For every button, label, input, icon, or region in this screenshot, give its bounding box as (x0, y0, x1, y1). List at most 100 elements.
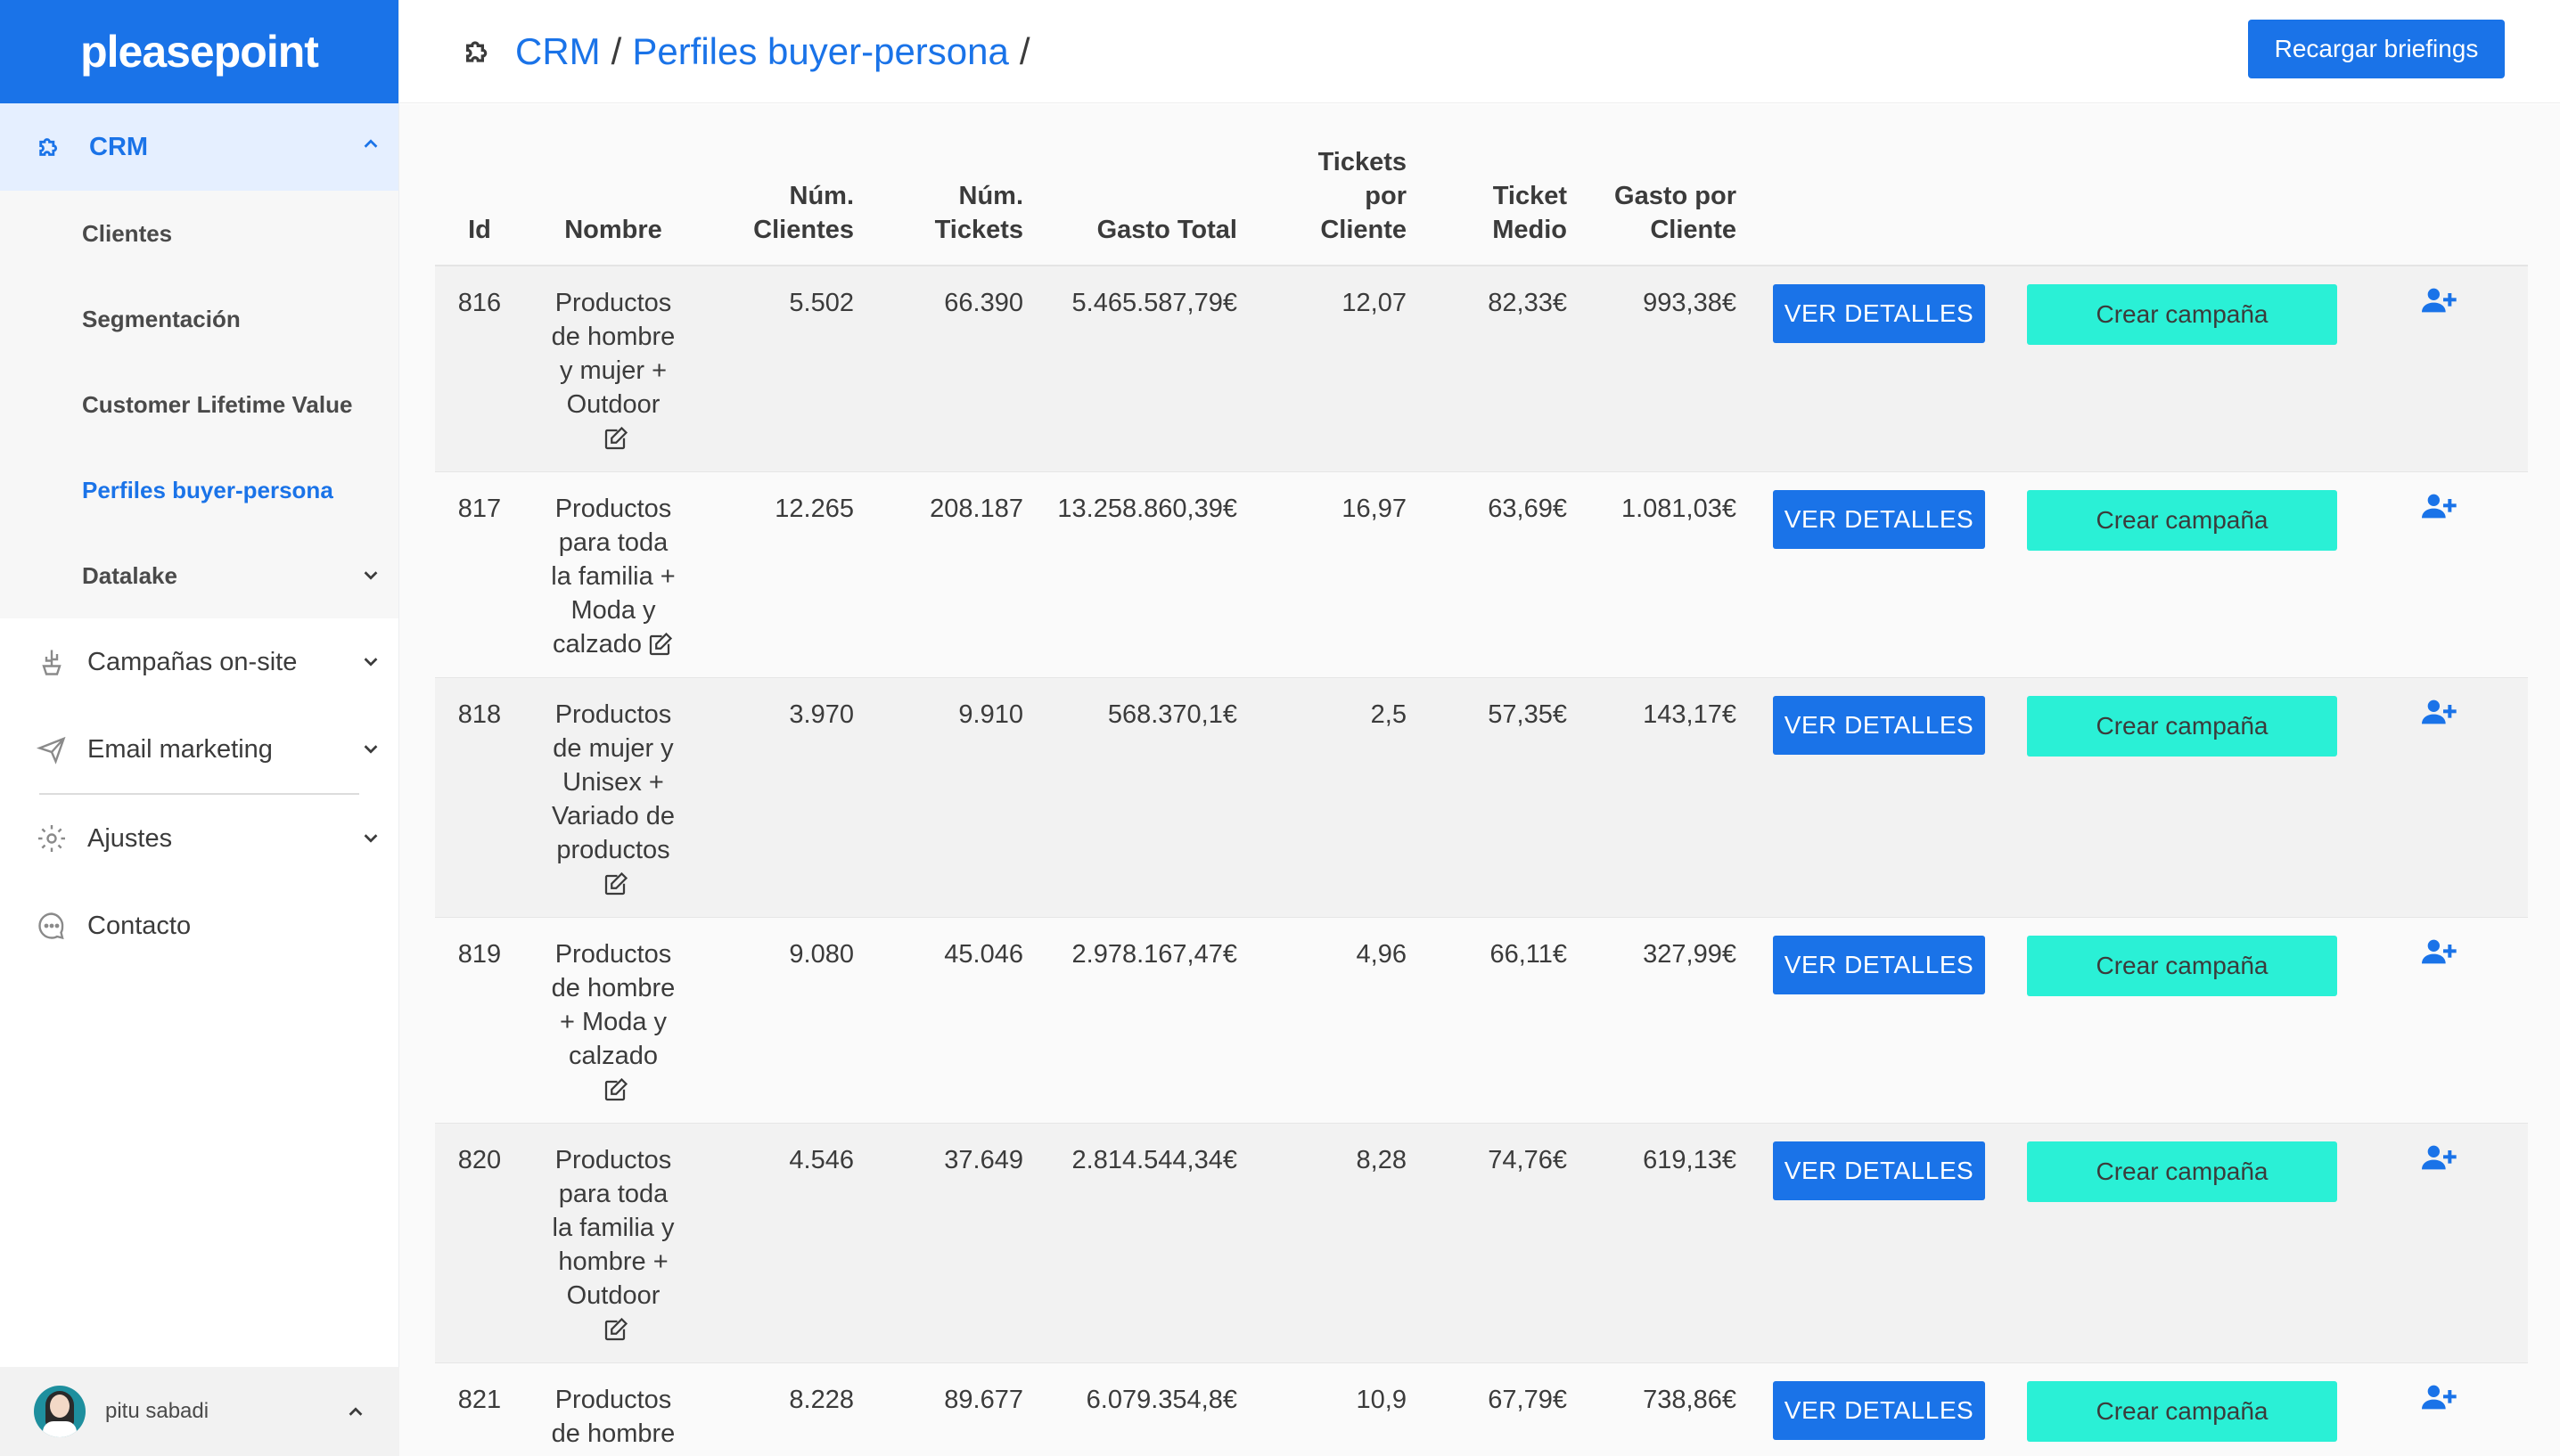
column-header-nombre[interactable]: Nombre (533, 136, 702, 266)
name-line: la familia + (551, 562, 676, 591)
cell-campaign: Crear campaña (2013, 1362, 2360, 1456)
cell-nombre: Productos de hombre y mujer + Outdoor (533, 266, 702, 472)
sidebar-subitem-clv[interactable]: Customer Lifetime Value (0, 362, 398, 447)
cell-gasto-total: 2.978.167,47€ (1041, 917, 1255, 1124)
column-header-id[interactable]: Id (435, 136, 533, 266)
buyer-persona-table: Id Nombre Núm. Clientes Núm. Tickets Gasto… (435, 136, 2528, 1456)
column-header-gasto-total[interactable]: Gasto Total (1041, 136, 1255, 266)
ver-detalles-button[interactable]: VER DETALLES (1773, 284, 1985, 343)
column-header-details (1754, 136, 2013, 266)
column-header-num-tickets[interactable]: Núm. Tickets (872, 136, 1041, 266)
column-header-num-clientes[interactable]: Núm. Clientes (702, 136, 872, 266)
name-line: Moda y (570, 596, 656, 625)
crear-campana-button[interactable]: Crear campaña (2027, 936, 2337, 996)
crear-campana-button[interactable]: Crear campaña (2027, 490, 2337, 551)
ver-detalles-button[interactable]: VER DETALLES (1773, 936, 1985, 994)
table-row: 819 Productos de hombre + Moda y calzado 9.08… (435, 917, 2528, 1124)
chevron-up-icon (361, 132, 381, 161)
sidebar-subitem-label: Segmentación (82, 305, 241, 332)
edit-icon[interactable] (601, 871, 629, 898)
cell-num-clientes: 9.080 (702, 917, 872, 1124)
name-line: + Moda y (559, 1008, 668, 1036)
edit-icon[interactable] (601, 426, 629, 453)
sidebar-item-label: Email marketing (87, 734, 273, 764)
cell-gasto-por-cliente: 1.081,03€ (1585, 471, 1754, 678)
cell-tickets-por-cliente: 2,5 (1255, 677, 1424, 918)
sidebar-item-email[interactable]: Email marketing (0, 706, 398, 793)
sidebar-subitem-label: Perfiles buyer-persona (82, 476, 333, 503)
sidebar-subitem-segmentacion[interactable]: Segmentación (0, 276, 398, 362)
cell-num-clientes: 3.970 (702, 677, 872, 918)
edit-icon[interactable] (645, 632, 674, 658)
cell-details: VER DETALLES (1754, 266, 2013, 472)
ver-detalles-button[interactable]: VER DETALLES (1773, 1141, 1985, 1200)
column-header-tickets-por-cliente[interactable]: Tickets por Cliente (1255, 136, 1424, 266)
cell-ticket-medio: 66,11€ (1424, 917, 1585, 1124)
cell-num-tickets: 66.390 (872, 266, 1041, 472)
cell-num-tickets: 89.677 (872, 1362, 1041, 1456)
cell-gasto-por-cliente: 619,13€ (1585, 1123, 1754, 1363)
cell-num-clientes: 12.265 (702, 471, 872, 678)
reload-briefings-button[interactable]: Recargar briefings (2248, 20, 2505, 78)
add-user-icon[interactable] (2422, 286, 2457, 315)
puzzle-icon (462, 34, 497, 70)
name-line: productos (556, 836, 670, 864)
add-user-icon[interactable] (2422, 937, 2457, 966)
cell-num-clientes: 5.502 (702, 266, 872, 472)
sidebar-subitem-clientes[interactable]: Clientes (0, 191, 398, 276)
cell-details: VER DETALLES (1754, 917, 2013, 1124)
sidebar-item-label: Campañas on-site (87, 647, 298, 676)
column-header-gasto-por-cliente[interactable]: Gasto por Cliente (1585, 136, 1754, 266)
column-header-ticket-medio[interactable]: Ticket Medio (1424, 136, 1585, 266)
cell-id: 819 (435, 917, 533, 1124)
breadcrumb-perfiles[interactable]: Perfiles buyer-persona (632, 29, 1009, 72)
ver-detalles-button[interactable]: VER DETALLES (1773, 696, 1985, 755)
user-menu[interactable]: pitu sabadi (0, 1367, 399, 1456)
name-line: de hombre (551, 323, 676, 351)
sidebar-subitem-datalake[interactable]: Datalake (0, 533, 398, 618)
add-user-icon[interactable] (2422, 1143, 2457, 1172)
sidebar-subitem-perfiles[interactable]: Perfiles buyer-persona (0, 447, 398, 533)
chevron-down-icon (361, 563, 381, 591)
add-user-icon[interactable] (2422, 1383, 2457, 1411)
cell-details: VER DETALLES (1754, 471, 2013, 678)
brand-logo[interactable]: pleasepoint (0, 0, 398, 103)
sidebar-subitem-label: Clientes (82, 219, 173, 247)
sidebar-item-contacto[interactable]: Contacto (0, 882, 398, 969)
name-line: Productos (554, 289, 672, 317)
ver-detalles-button[interactable]: VER DETALLES (1773, 490, 1985, 549)
crear-campana-button[interactable]: Crear campaña (2027, 1141, 2337, 1202)
ver-detalles-button[interactable]: VER DETALLES (1773, 1381, 1985, 1440)
table-body: 816 Productos de hombre y mujer + Outdoor 5.5… (435, 266, 2528, 1456)
breadcrumb-separator: / (1019, 29, 1030, 72)
edit-icon[interactable] (601, 1077, 629, 1104)
crear-campana-button[interactable]: Crear campaña (2027, 1381, 2337, 1442)
paper-plane-icon (36, 733, 68, 765)
edit-icon[interactable] (601, 1317, 629, 1344)
sidebar-item-campanas[interactable]: Campañas on-site (0, 618, 398, 706)
breadcrumb-crm[interactable]: CRM (515, 29, 601, 72)
sidebar-subitem-label: Customer Lifetime Value (82, 390, 353, 418)
crear-campana-button[interactable]: Crear campaña (2027, 284, 2337, 345)
sidebar-item-ajustes[interactable]: Ajustes (0, 795, 398, 882)
name-line: la familia y (552, 1214, 675, 1242)
name-line: calzado (569, 1042, 658, 1070)
add-user-icon[interactable] (2422, 492, 2457, 520)
name-line: Outdoor (566, 390, 661, 419)
cell-user-action (2360, 677, 2528, 918)
cell-num-tickets: 45.046 (872, 917, 1041, 1124)
cell-gasto-total: 568.370,1€ (1041, 677, 1255, 918)
name-line: Variado de (551, 802, 676, 830)
name-line: calzado (553, 630, 642, 658)
crear-campana-button[interactable]: Crear campaña (2027, 696, 2337, 757)
add-user-icon[interactable] (2422, 698, 2457, 726)
sidebar-item-crm[interactable]: CRM (0, 103, 398, 191)
cell-ticket-medio: 57,35€ (1424, 677, 1585, 918)
name-line: y mujer + (559, 356, 668, 385)
logo-text: pleasepoint (80, 27, 319, 77)
name-line: Productos (554, 495, 672, 523)
sidebar-subitem-label: Datalake (82, 561, 177, 589)
cactus-icon (36, 646, 68, 678)
cell-campaign: Crear campaña (2013, 917, 2360, 1124)
cell-ticket-medio: 67,79€ (1424, 1362, 1585, 1456)
